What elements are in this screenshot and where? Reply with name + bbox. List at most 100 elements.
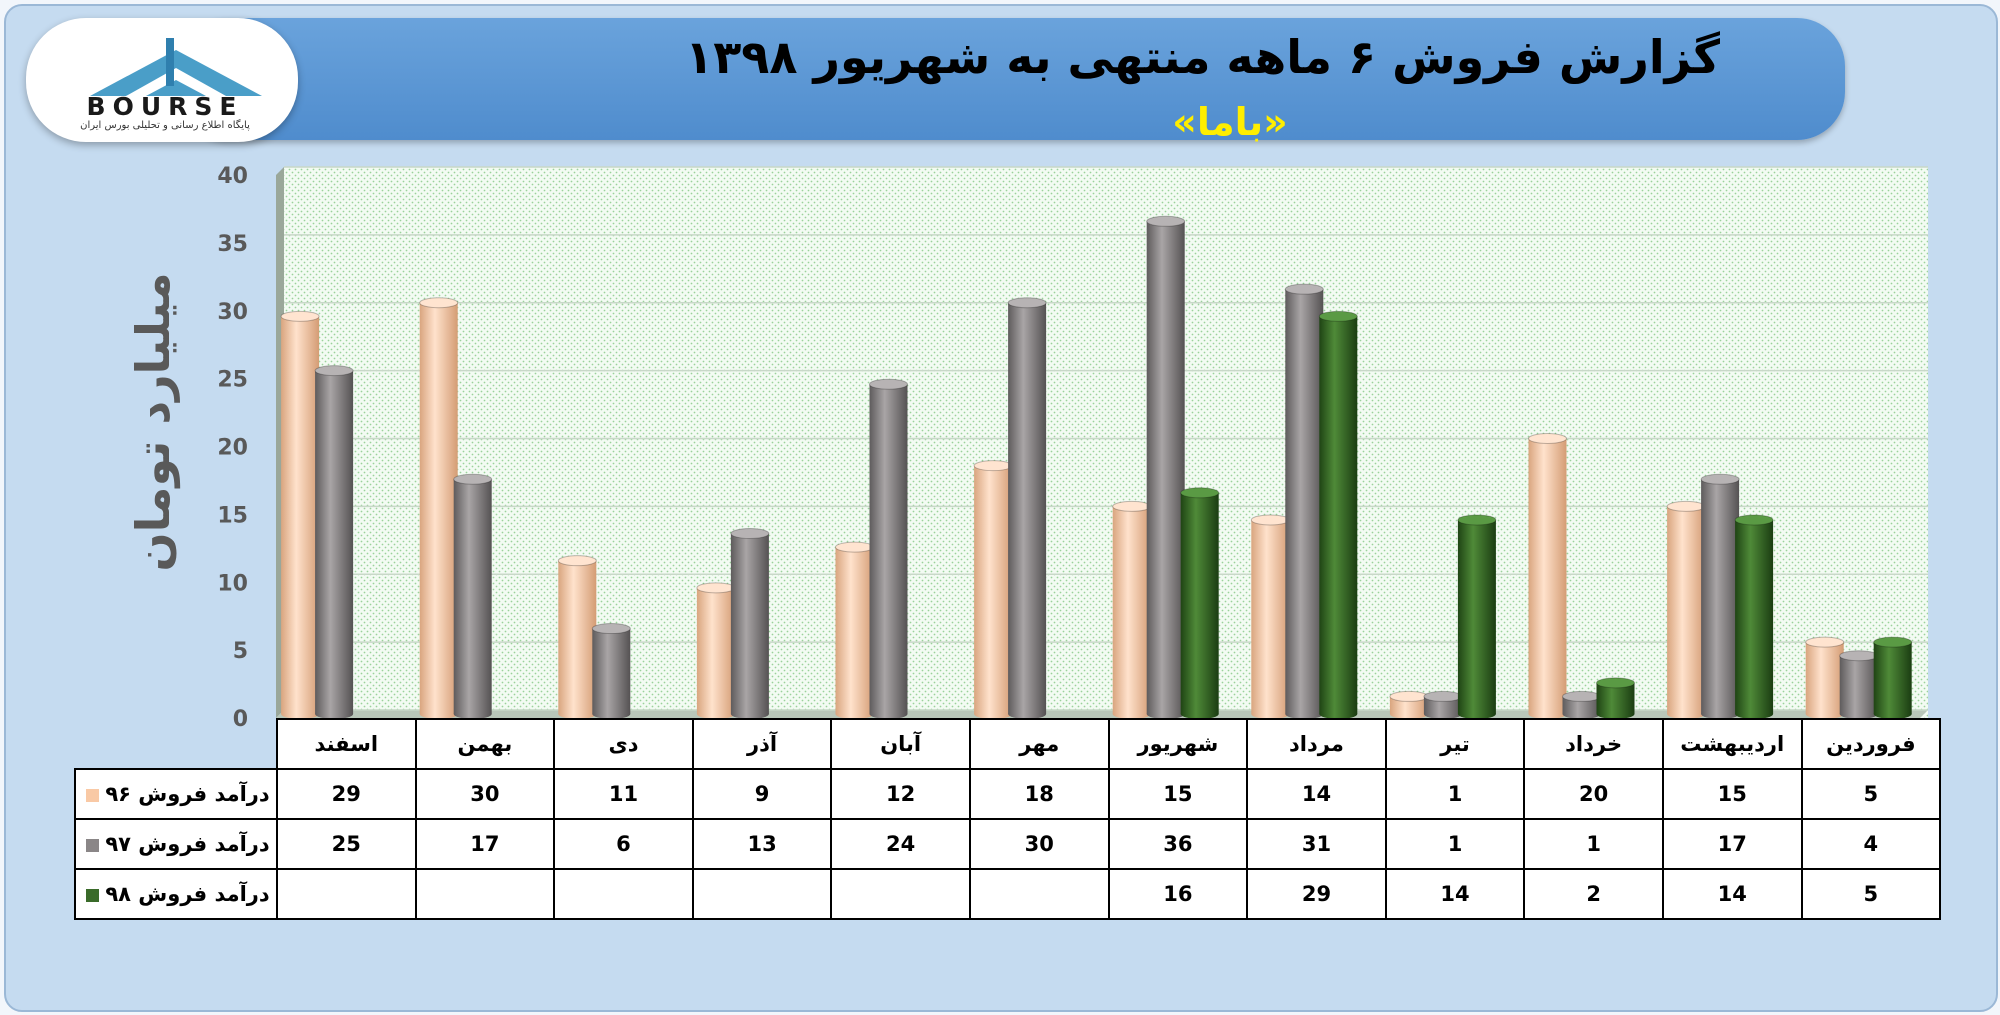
logo-mark-icon bbox=[90, 38, 262, 96]
bar bbox=[1839, 650, 1879, 719]
y-tick-label: 0 bbox=[233, 707, 248, 732]
legend-label: درآمد فروش ۹۷ bbox=[105, 832, 270, 856]
y-tick-label: 5 bbox=[233, 639, 248, 664]
legend-label: درآمد فروش ۹۸ bbox=[105, 882, 270, 906]
x-tick-label: مرداد bbox=[1246, 718, 1387, 770]
bar bbox=[1805, 636, 1845, 719]
x-tick-label: شهریور bbox=[1107, 718, 1249, 770]
legend-entry: درآمد فروش ۹۸ bbox=[74, 868, 278, 920]
data-label bbox=[276, 868, 417, 920]
bar bbox=[419, 297, 459, 719]
bar bbox=[696, 582, 736, 719]
data-label: 30 bbox=[414, 768, 556, 820]
data-label: 12 bbox=[830, 768, 971, 820]
bar bbox=[1007, 297, 1047, 719]
data-label: 25 bbox=[276, 818, 417, 870]
x-tick-label: اسفند bbox=[276, 718, 417, 770]
y-tick-label: 15 bbox=[217, 503, 248, 528]
data-label bbox=[968, 868, 1110, 920]
y-tick-label: 25 bbox=[217, 368, 248, 393]
x-tick-label: اردیبهشت bbox=[1661, 718, 1803, 770]
data-label: 29 bbox=[276, 768, 417, 820]
bar bbox=[1700, 473, 1740, 719]
logo-word: BOURSE bbox=[86, 92, 244, 121]
data-label: 15 bbox=[1661, 768, 1803, 820]
logo-tagline: پایگاه اطلاع رسانی و تحلیلی بورس ایران bbox=[80, 120, 250, 131]
bar bbox=[1284, 283, 1324, 719]
bar bbox=[453, 473, 493, 719]
bar bbox=[1112, 500, 1152, 719]
legend-swatch bbox=[86, 788, 100, 802]
chart-subtitle: «باما» bbox=[1172, 100, 1288, 144]
data-label: 6 bbox=[553, 818, 694, 870]
legend-entry: درآمد فروش ۹۷ bbox=[74, 818, 278, 870]
chart-title: گزارش فروش ۶ ماهه منتهی به شهریور ۱۳۹۸ bbox=[685, 30, 1720, 84]
x-tick-label: مهر bbox=[968, 718, 1110, 770]
y-tick-label: 10 bbox=[217, 571, 248, 596]
bar bbox=[1180, 487, 1220, 719]
bar bbox=[1873, 636, 1913, 719]
data-label: 17 bbox=[1661, 818, 1803, 870]
legend-label: درآمد فروش ۹۶ bbox=[105, 782, 270, 806]
table-header-row: اسفند بهمن دی آذر آبان مهر شهریور مرداد تیر خرداد… bbox=[75, 718, 1942, 770]
bourse-logo: BOURSE پایگاه اطلاع رسانی و تحلیلی بورس … bbox=[26, 18, 298, 142]
data-label: 1 bbox=[1523, 818, 1664, 870]
x-tick-label: آبان bbox=[830, 718, 971, 770]
data-label: 4 bbox=[1800, 818, 1942, 870]
data-label: 29 bbox=[1246, 868, 1387, 920]
data-label: 1 bbox=[1384, 818, 1526, 870]
x-tick-label: دی bbox=[553, 718, 694, 770]
data-label: 24 bbox=[830, 818, 971, 870]
bar bbox=[314, 365, 354, 719]
data-label: 14 bbox=[1246, 768, 1387, 820]
plot-background bbox=[284, 167, 1928, 718]
x-tick-label: بهمن bbox=[414, 718, 556, 770]
bar bbox=[1528, 433, 1567, 719]
data-label: 30 bbox=[968, 818, 1110, 870]
data-label: 1 bbox=[1384, 768, 1526, 820]
legend-swatch bbox=[86, 888, 100, 902]
data-label: 14 bbox=[1661, 868, 1803, 920]
data-label: 13 bbox=[691, 818, 833, 870]
data-label: 11 bbox=[553, 768, 694, 820]
data-label: 18 bbox=[968, 768, 1110, 820]
x-tick-label: تیر bbox=[1384, 718, 1526, 770]
data-label: 14 bbox=[1384, 868, 1526, 920]
y-tick-label: 35 bbox=[217, 232, 248, 257]
bar bbox=[280, 310, 320, 719]
legend-swatch bbox=[86, 838, 100, 852]
data-label bbox=[414, 868, 556, 920]
bar bbox=[557, 555, 597, 719]
x-tick-label: فروردین bbox=[1800, 718, 1942, 770]
y-tick-label: 40 bbox=[217, 164, 248, 189]
table-row: درآمد فروش ۹۸ 16 29 14 2 14 5 bbox=[74, 868, 1942, 920]
y-tick-label: 30 bbox=[217, 300, 248, 325]
bar bbox=[1734, 514, 1774, 719]
bar bbox=[1250, 514, 1290, 719]
data-label: 31 bbox=[1246, 818, 1387, 870]
data-label: 5 bbox=[1800, 868, 1942, 920]
data-label: 16 bbox=[1107, 868, 1249, 920]
bar bbox=[1318, 310, 1358, 719]
bar bbox=[973, 460, 1013, 719]
legend-entry: درآمد فروش ۹۶ bbox=[74, 768, 278, 820]
x-tick-label: آذر bbox=[691, 718, 833, 770]
data-label: 9 bbox=[691, 768, 833, 820]
bar bbox=[1666, 500, 1706, 719]
bar bbox=[835, 541, 874, 719]
table-row: درآمد فروش ۹۶ 29 30 11 9 12 18 15 14 1 20 15 5 bbox=[74, 768, 1942, 820]
bar bbox=[1596, 677, 1635, 719]
data-label: 5 bbox=[1800, 768, 1942, 820]
data-label: 17 bbox=[414, 818, 556, 870]
data-label: 36 bbox=[1107, 818, 1249, 870]
bar bbox=[1389, 690, 1429, 719]
table-row: درآمد فروش ۹۷ 25 17 6 13 24 30 36 31 1 1 17 4 bbox=[74, 818, 1942, 870]
bar bbox=[730, 528, 770, 719]
data-table: اسفند بهمن دی آذر آبان مهر شهریور مرداد تیر خرداد… bbox=[74, 718, 1942, 920]
plot-floor bbox=[276, 710, 1928, 718]
bar bbox=[1562, 690, 1601, 719]
bar bbox=[869, 378, 908, 719]
bar bbox=[1146, 215, 1186, 719]
data-label bbox=[830, 868, 971, 920]
